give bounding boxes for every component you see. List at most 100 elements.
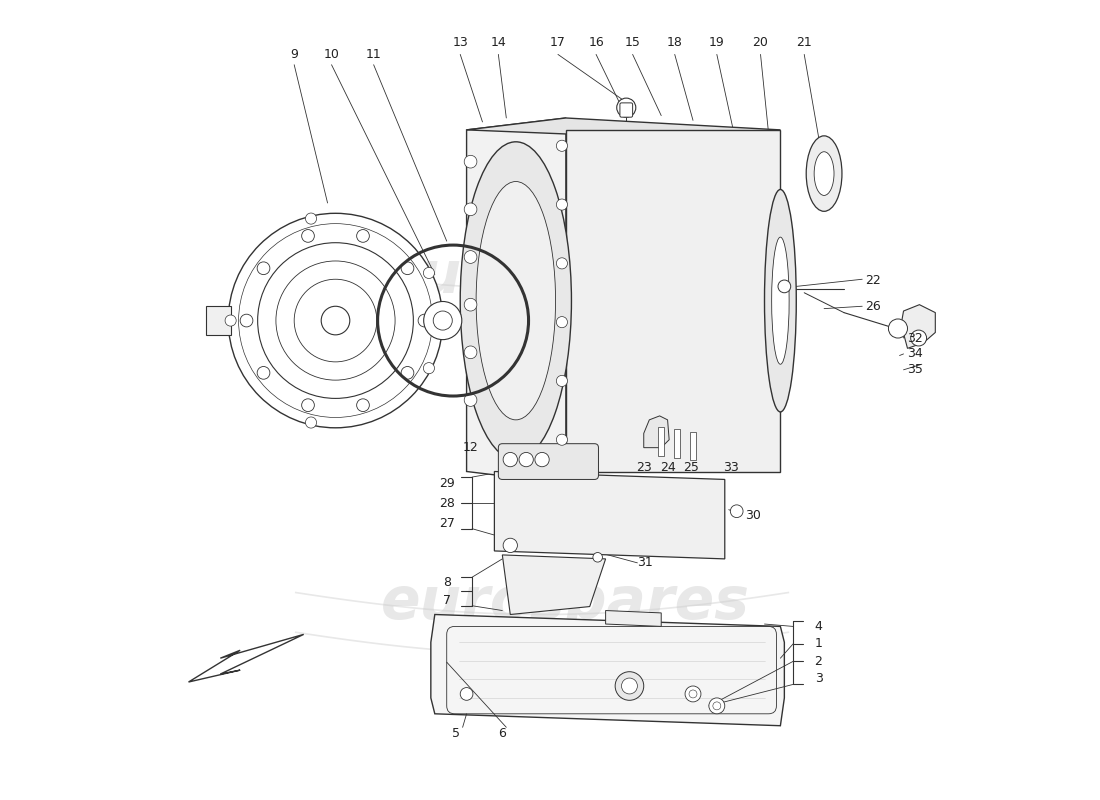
Circle shape [460,687,473,700]
Circle shape [257,262,270,274]
Text: 17: 17 [550,36,565,49]
Circle shape [889,319,908,338]
Circle shape [689,690,697,698]
Ellipse shape [764,190,796,412]
Circle shape [240,314,253,327]
Circle shape [464,298,477,311]
Circle shape [519,453,534,466]
Text: 27: 27 [439,517,454,530]
Text: eurospares: eurospares [382,248,750,306]
Circle shape [464,203,477,216]
Circle shape [306,213,317,224]
Circle shape [356,230,370,242]
Polygon shape [606,610,661,626]
Text: 21: 21 [796,36,812,49]
Circle shape [257,242,414,398]
Circle shape [685,686,701,702]
Text: 13: 13 [452,36,469,49]
Circle shape [713,702,721,710]
Ellipse shape [772,237,789,364]
Bar [658,427,664,456]
Text: 1: 1 [815,638,823,650]
Text: 26: 26 [866,300,881,313]
Circle shape [464,394,477,406]
Text: 16: 16 [588,36,604,49]
Ellipse shape [460,142,572,459]
Polygon shape [901,305,935,348]
Text: 32: 32 [908,331,923,345]
Circle shape [503,538,517,553]
Circle shape [708,698,725,714]
Polygon shape [494,471,725,559]
Circle shape [301,399,315,411]
Circle shape [301,230,315,242]
Text: 11: 11 [366,48,382,61]
Circle shape [464,250,477,263]
Text: 14: 14 [491,36,506,49]
FancyBboxPatch shape [498,444,598,479]
Text: 6: 6 [498,727,506,740]
Text: 35: 35 [908,363,923,376]
Circle shape [424,302,462,340]
Circle shape [356,399,370,411]
Polygon shape [503,555,606,614]
Circle shape [621,678,637,694]
Text: 2: 2 [815,655,823,668]
Circle shape [424,267,434,278]
Text: 10: 10 [323,48,340,61]
Circle shape [226,315,236,326]
Ellipse shape [476,182,556,420]
Text: 23: 23 [636,461,651,474]
Circle shape [402,366,414,379]
Text: 5: 5 [452,727,460,740]
Ellipse shape [814,152,834,195]
Bar [674,430,680,458]
Circle shape [402,262,414,274]
Circle shape [617,98,636,117]
Circle shape [257,366,270,379]
Circle shape [424,362,434,374]
Text: 18: 18 [667,36,683,49]
Circle shape [557,375,568,386]
Circle shape [229,214,442,428]
Ellipse shape [806,136,842,211]
Text: 3: 3 [815,672,823,686]
Text: 28: 28 [439,497,454,510]
Text: 30: 30 [745,509,760,522]
Text: 20: 20 [752,36,769,49]
Text: 29: 29 [439,477,454,490]
Circle shape [464,155,477,168]
Circle shape [778,280,791,293]
Bar [690,432,696,460]
Circle shape [911,330,926,346]
Text: 19: 19 [710,36,725,49]
Text: 34: 34 [908,347,923,361]
Bar [206,306,231,335]
Text: 31: 31 [638,556,653,570]
Text: 33: 33 [724,461,739,474]
Circle shape [503,453,517,466]
FancyBboxPatch shape [565,130,780,471]
Circle shape [557,140,568,151]
Text: 4: 4 [815,620,823,633]
Text: 7: 7 [442,594,451,606]
Circle shape [306,417,317,428]
Circle shape [557,199,568,210]
Text: 24: 24 [660,461,675,474]
Text: 25: 25 [683,461,700,474]
Circle shape [730,505,744,518]
Circle shape [557,258,568,269]
Circle shape [557,317,568,328]
Circle shape [593,553,603,562]
Text: 8: 8 [442,576,451,590]
Text: 12: 12 [463,441,478,454]
Circle shape [276,261,395,380]
Circle shape [535,453,549,466]
Circle shape [557,434,568,446]
Polygon shape [644,416,669,448]
Text: 22: 22 [866,274,881,287]
Circle shape [433,311,452,330]
Polygon shape [431,614,784,726]
Polygon shape [466,118,780,142]
Circle shape [294,279,377,362]
